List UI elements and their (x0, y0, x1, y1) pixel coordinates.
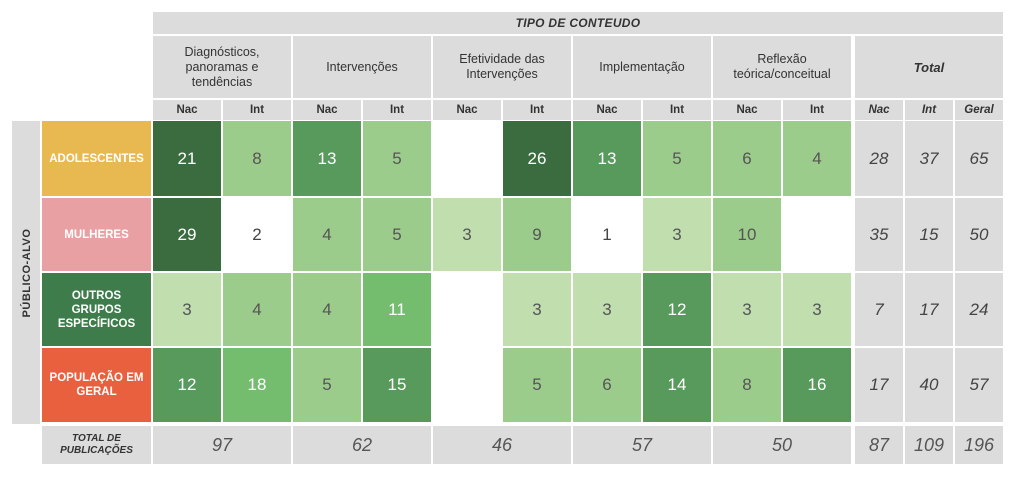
data-cell: 10 (713, 198, 781, 271)
row-total: 40 (905, 348, 953, 422)
footer-value: 50 (713, 426, 851, 464)
footer-value: 46 (433, 426, 571, 464)
data-cell: 3 (433, 198, 501, 271)
row-total: 17 (855, 348, 903, 422)
row-total: 50 (955, 198, 1003, 271)
sub-header: Int (783, 100, 851, 120)
data-cell (433, 273, 501, 346)
data-cell: 8 (713, 348, 781, 422)
data-cell: 5 (363, 121, 431, 196)
data-cell: 5 (643, 121, 711, 196)
data-cell: 13 (573, 121, 641, 196)
row-total: 15 (905, 198, 953, 271)
category-header: Reflexão teórica/conceitual (713, 36, 851, 98)
total-header: Total (855, 36, 1003, 98)
data-cell (433, 121, 501, 196)
sub-header: Int (643, 100, 711, 120)
data-cell: 4 (293, 198, 361, 271)
data-cell: 3 (783, 273, 851, 346)
row-label: POPULAÇÃO EM GERAL (42, 348, 151, 422)
data-cell: 11 (363, 273, 431, 346)
data-cell: 9 (503, 198, 571, 271)
footer-total: 109 (905, 426, 953, 464)
total-sub-header: Geral (955, 100, 1003, 120)
sub-header: Nac (573, 100, 641, 120)
data-cell: 12 (643, 273, 711, 346)
total-sub-header: Int (905, 100, 953, 120)
data-cell: 5 (363, 198, 431, 271)
header-title: TIPO DE CONTEUDO (153, 12, 1003, 34)
data-cell: 4 (223, 273, 291, 346)
side-label: PÚBLICO-ALVO (21, 228, 33, 318)
row-total: 57 (955, 348, 1003, 422)
row-total: 65 (955, 121, 1003, 196)
data-cell: 3 (503, 273, 571, 346)
data-cell: 5 (293, 348, 361, 422)
data-cell: 21 (153, 121, 221, 196)
data-cell: 4 (783, 121, 851, 196)
footer-label: TOTAL DE PUBLICAÇÕES (42, 426, 151, 464)
data-cell: 3 (643, 198, 711, 271)
data-cell: 3 (713, 273, 781, 346)
footer-value: 97 (153, 426, 291, 464)
data-cell: 13 (293, 121, 361, 196)
data-cell: 8 (223, 121, 291, 196)
footer-value: 57 (573, 426, 711, 464)
sub-header: Nac (713, 100, 781, 120)
category-header: Diagnósticos, panoramas e tendências (153, 36, 291, 98)
sub-header: Int (503, 100, 571, 120)
data-cell: 16 (783, 348, 851, 422)
sub-header: Nac (293, 100, 361, 120)
data-cell: 14 (643, 348, 711, 422)
total-sub-header: Nac (855, 100, 903, 120)
data-cell: 6 (573, 348, 641, 422)
row-label: OUTROS GRUPOS ESPECÍFICOS (42, 273, 151, 346)
data-cell: 4 (293, 273, 361, 346)
sub-header: Nac (153, 100, 221, 120)
data-cell (433, 348, 501, 422)
data-cell: 3 (153, 273, 221, 346)
data-cell: 1 (573, 198, 641, 271)
row-total: 28 (855, 121, 903, 196)
row-total: 7 (855, 273, 903, 346)
data-cell: 15 (363, 348, 431, 422)
footer-total: 87 (855, 426, 903, 464)
category-header: Intervenções (293, 36, 431, 98)
data-cell: 12 (153, 348, 221, 422)
category-header: Efetividade das Intervenções (433, 36, 571, 98)
side-label-bar (12, 121, 40, 424)
row-total: 17 (905, 273, 953, 346)
data-cell: 26 (503, 121, 571, 196)
row-total: 35 (855, 198, 903, 271)
footer-total: 196 (955, 426, 1003, 464)
data-cell (783, 198, 851, 271)
data-cell: 3 (573, 273, 641, 346)
category-header: Implementação (573, 36, 711, 98)
row-total: 24 (955, 273, 1003, 346)
data-cell: 2 (223, 198, 291, 271)
row-label: MULHERES (42, 198, 151, 271)
sub-header: Int (363, 100, 431, 120)
data-cell: 6 (713, 121, 781, 196)
data-cell: 29 (153, 198, 221, 271)
sub-header: Int (223, 100, 291, 120)
data-cell: 5 (503, 348, 571, 422)
row-label: ADOLESCENTES (42, 121, 151, 196)
row-total: 37 (905, 121, 953, 196)
sub-header: Nac (433, 100, 501, 120)
footer-value: 62 (293, 426, 431, 464)
data-cell: 18 (223, 348, 291, 422)
